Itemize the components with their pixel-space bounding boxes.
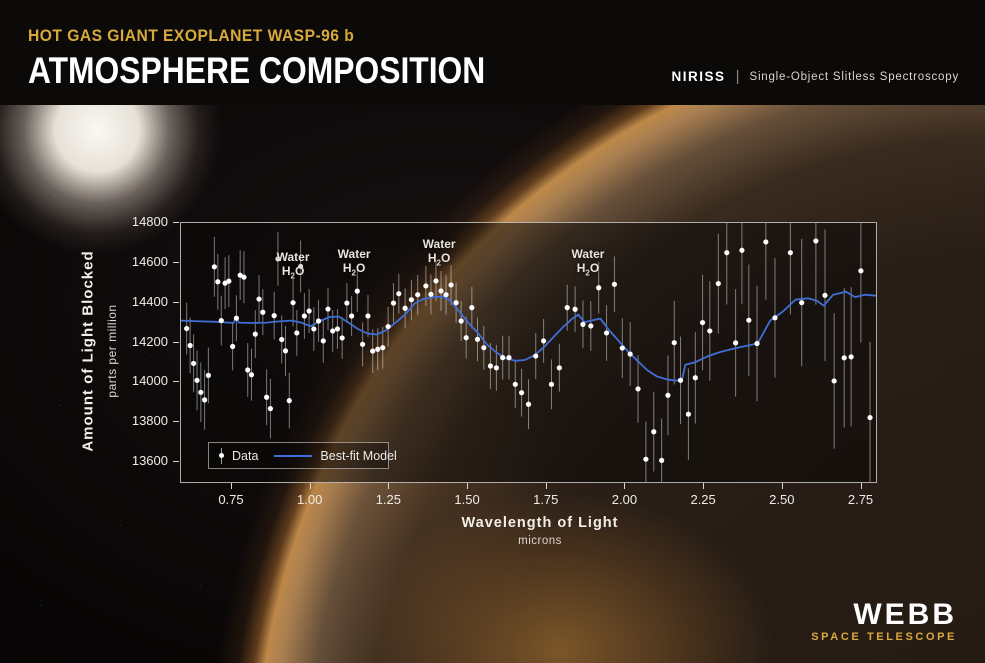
y-tick-label: 14000 [131, 373, 168, 389]
x-tick-mark [309, 483, 311, 489]
y-tick-mark [173, 341, 179, 343]
spectrum-plot: Water H2O Water H2O Water H2O Water H2O Data Be… [180, 222, 877, 483]
legend-model-label: Best-fit Model [320, 448, 397, 463]
x-tick-label: 1.25 [375, 492, 402, 507]
observation-mode: Single-Object Slitless Spectroscopy [749, 70, 959, 83]
x-tick-label: 2.25 [690, 492, 716, 507]
legend: Data Best-fit Model [208, 442, 397, 469]
x-tick-mark [545, 483, 547, 489]
legend-data-label: Data [232, 448, 259, 463]
spectrum-svg [181, 223, 876, 482]
instrument-name: NIRISS [671, 69, 726, 84]
x-tick-label: 2.00 [611, 492, 638, 507]
x-tick-mark [860, 483, 862, 489]
y-tick-label: 13600 [131, 453, 168, 468]
page-title: ATMOSPHERE COMPOSITION [28, 50, 486, 91]
webb-tagline: SPACE TELESCOPE [811, 631, 957, 643]
x-tick-label: 1.50 [454, 492, 480, 507]
y-tick-label: 14200 [131, 333, 168, 349]
y-tick-label: 14800 [131, 214, 168, 229]
background-stars [0, 105, 1, 106]
x-tick-mark [781, 483, 783, 489]
water-annotation: Water H2O [571, 247, 605, 278]
model-line-icon [274, 454, 313, 457]
space-scene: Amount of Light Blocked parts per millio… [0, 105, 985, 663]
x-tick-label: 2.75 [847, 492, 874, 507]
y-tick-mark [173, 222, 179, 223]
y-tick-label: 13800 [131, 413, 168, 429]
y-tick-label: 14600 [131, 253, 168, 269]
x-tick-mark [703, 483, 705, 489]
y-tick-mark [173, 261, 179, 263]
y-tick-mark [173, 421, 179, 423]
instrument-separator: | [735, 68, 740, 85]
x-tick-label: 1.00 [297, 492, 323, 507]
water-annotation: Water H2O [422, 237, 456, 268]
x-tick-label: 1.75 [533, 492, 559, 507]
x-axis-subtitle: microns [518, 535, 562, 547]
x-tick-mark [230, 483, 232, 489]
x-tick-mark [388, 483, 390, 489]
y-tick-mark [173, 461, 179, 462]
water-annotation: Water H2O [276, 250, 310, 281]
webb-wordmark: WEBB [853, 598, 957, 631]
y-axis-title: Amount of Light Blocked [79, 250, 97, 452]
x-axis-title: Wavelength of Light [461, 515, 619, 531]
x-tick-label: 2.50 [769, 492, 795, 507]
x-tick-mark [624, 483, 626, 489]
instrument-block: NIRISS | Single-Object Slitless Spectros… [672, 68, 959, 85]
y-tick-mark [173, 381, 179, 383]
data-point-icon [219, 447, 224, 464]
water-annotation: Water H2O [337, 247, 371, 278]
x-tick-mark [467, 483, 469, 489]
webb-logo: WEBB SPACE TELESCOPE [811, 598, 957, 644]
exoplanet-subtitle: HOT GAS GIANT EXOPLANET WASP-96 b [28, 26, 355, 45]
header-bar: HOT GAS GIANT EXOPLANET WASP-96 b ATMOSP… [0, 0, 985, 105]
y-tick-mark [173, 301, 179, 303]
x-tick-label: 0.75 [218, 492, 244, 507]
y-tick-label: 14400 [131, 293, 168, 309]
